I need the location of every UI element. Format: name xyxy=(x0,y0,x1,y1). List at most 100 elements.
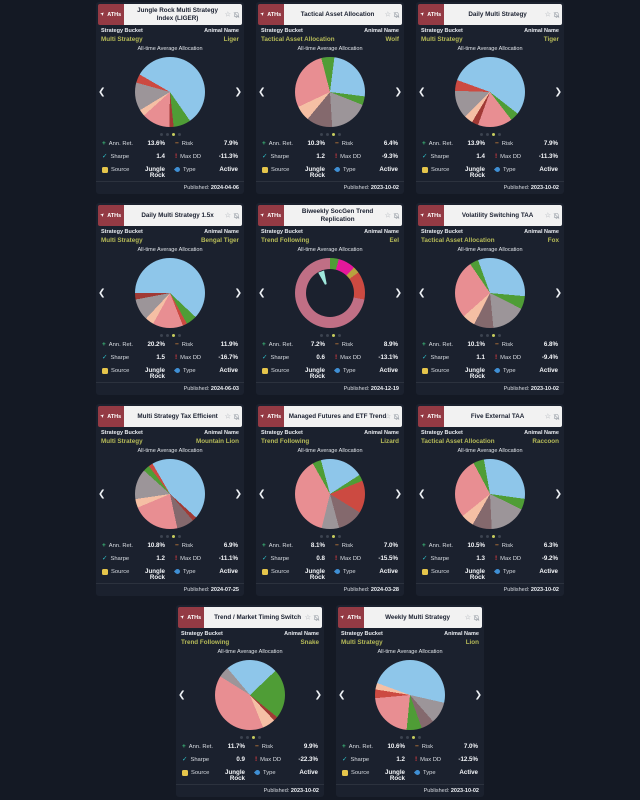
pagination-dot-active[interactable] xyxy=(251,736,255,739)
prev-chevron-icon[interactable]: ❮ xyxy=(338,689,346,700)
pagination-dot[interactable] xyxy=(325,133,329,136)
prev-chevron-icon[interactable]: ❮ xyxy=(98,287,106,298)
bell-slash-icon[interactable] xyxy=(393,413,400,420)
next-chevron-icon[interactable]: ❯ xyxy=(474,689,482,700)
prev-chevron-icon[interactable]: ❮ xyxy=(98,488,106,499)
bell-slash-icon[interactable] xyxy=(233,11,240,18)
next-chevron-icon[interactable]: ❯ xyxy=(314,689,322,700)
card-title[interactable]: Five External TAA ☆ xyxy=(444,406,562,427)
pagination-dot-active[interactable] xyxy=(171,535,175,538)
pagination-dot-active[interactable] xyxy=(331,535,335,538)
card-title[interactable]: Tactical Asset Allocation ☆ xyxy=(284,4,402,25)
card-title[interactable]: Multi Strategy Tax Efficient ☆ xyxy=(124,406,242,427)
pagination-dot[interactable] xyxy=(165,133,169,136)
pagination-dot[interactable] xyxy=(479,535,483,538)
pagination-dot-active[interactable] xyxy=(411,736,415,739)
pagination-dot[interactable] xyxy=(159,334,163,337)
pagination-dot[interactable] xyxy=(177,535,181,538)
prev-chevron-icon[interactable]: ❮ xyxy=(98,86,106,97)
bell-slash-icon[interactable] xyxy=(233,413,240,420)
bell-slash-icon[interactable] xyxy=(233,212,240,219)
bell-slash-icon[interactable] xyxy=(393,11,400,18)
star-icon[interactable]: ☆ xyxy=(224,212,231,219)
star-icon[interactable]: ☆ xyxy=(224,11,231,18)
aths-badge[interactable]: ➤ ATHs xyxy=(178,607,205,628)
pagination-dot[interactable] xyxy=(165,334,169,337)
pagination-dot[interactable] xyxy=(319,334,323,337)
pagination-dot[interactable] xyxy=(497,334,501,337)
next-chevron-icon[interactable]: ❯ xyxy=(394,488,402,499)
aths-badge[interactable]: ➤ ATHs xyxy=(418,205,445,226)
next-chevron-icon[interactable]: ❯ xyxy=(554,86,562,97)
card-title[interactable]: Daily Multi Strategy ☆ xyxy=(444,4,562,25)
card-title[interactable]: Biweekly SocGen Trend Replication ☆ xyxy=(284,205,402,226)
aths-badge[interactable]: ➤ ATHs xyxy=(258,406,285,427)
bell-slash-icon[interactable] xyxy=(473,614,480,621)
aths-badge[interactable]: ➤ ATHs xyxy=(418,406,445,427)
pagination-dot-active[interactable] xyxy=(331,334,335,337)
prev-chevron-icon[interactable]: ❮ xyxy=(418,86,426,97)
pagination-dot[interactable] xyxy=(479,334,483,337)
pagination-dot[interactable] xyxy=(337,334,341,337)
aths-badge[interactable]: ➤ ATHs xyxy=(98,205,125,226)
card-title[interactable]: Volatility Switching TAA ☆ xyxy=(444,205,562,226)
pagination-dot[interactable] xyxy=(405,736,409,739)
star-icon[interactable]: ☆ xyxy=(544,212,551,219)
next-chevron-icon[interactable]: ❯ xyxy=(554,287,562,298)
pagination-dot[interactable] xyxy=(485,133,489,136)
prev-chevron-icon[interactable]: ❮ xyxy=(418,287,426,298)
prev-chevron-icon[interactable]: ❮ xyxy=(258,86,266,97)
prev-chevron-icon[interactable]: ❮ xyxy=(418,488,426,499)
pagination-dot-active[interactable] xyxy=(331,133,335,136)
star-icon[interactable]: ☆ xyxy=(384,11,391,18)
pagination-dot[interactable] xyxy=(337,133,341,136)
aths-badge[interactable]: ➤ ATHs xyxy=(418,4,445,25)
next-chevron-icon[interactable]: ❯ xyxy=(234,86,242,97)
pagination-dot[interactable] xyxy=(159,535,163,538)
next-chevron-icon[interactable]: ❯ xyxy=(394,287,402,298)
pagination-dot-active[interactable] xyxy=(491,133,495,136)
pagination-dot[interactable] xyxy=(159,133,163,136)
card-title[interactable]: Jungle Rock Multi Strategy Index (LIGER)… xyxy=(124,4,242,25)
pagination-dot[interactable] xyxy=(399,736,403,739)
star-icon[interactable]: ☆ xyxy=(544,413,551,420)
aths-badge[interactable]: ➤ ATHs xyxy=(98,4,125,25)
star-icon[interactable]: ☆ xyxy=(224,413,231,420)
pagination-dot[interactable] xyxy=(177,334,181,337)
pagination-dot[interactable] xyxy=(479,133,483,136)
pagination-dot-active[interactable] xyxy=(171,334,175,337)
prev-chevron-icon[interactable]: ❮ xyxy=(178,689,186,700)
pagination-dot[interactable] xyxy=(319,535,323,538)
pagination-dot-active[interactable] xyxy=(491,535,495,538)
pagination-dot[interactable] xyxy=(485,535,489,538)
aths-badge[interactable]: ➤ ATHs xyxy=(98,406,125,427)
pagination-dot[interactable] xyxy=(319,133,323,136)
pagination-dot[interactable] xyxy=(165,535,169,538)
next-chevron-icon[interactable]: ❯ xyxy=(234,488,242,499)
pagination-dot[interactable] xyxy=(417,736,421,739)
aths-badge[interactable]: ➤ ATHs xyxy=(258,4,285,25)
bell-slash-icon[interactable] xyxy=(393,212,400,219)
pagination-dot-active[interactable] xyxy=(171,133,175,136)
star-icon[interactable]: ☆ xyxy=(384,212,391,219)
pagination-dot[interactable] xyxy=(257,736,261,739)
bell-slash-icon[interactable] xyxy=(553,413,560,420)
pagination-dot[interactable] xyxy=(325,535,329,538)
star-icon[interactable]: ☆ xyxy=(304,614,311,621)
card-title[interactable]: Daily Multi Strategy 1.5x ☆ xyxy=(124,205,242,226)
card-title[interactable]: Managed Futures and ETF Trend ☆ xyxy=(284,406,402,427)
pagination-dot[interactable] xyxy=(485,334,489,337)
aths-badge[interactable]: ➤ ATHs xyxy=(338,607,365,628)
pagination-dot[interactable] xyxy=(497,133,501,136)
next-chevron-icon[interactable]: ❯ xyxy=(394,86,402,97)
pagination-dot[interactable] xyxy=(245,736,249,739)
pagination-dot[interactable] xyxy=(239,736,243,739)
star-icon[interactable]: ☆ xyxy=(544,11,551,18)
star-icon[interactable]: ☆ xyxy=(384,413,391,420)
next-chevron-icon[interactable]: ❯ xyxy=(234,287,242,298)
aths-badge[interactable]: ➤ ATHs xyxy=(258,205,285,226)
pagination-dot[interactable] xyxy=(497,535,501,538)
star-icon[interactable]: ☆ xyxy=(464,614,471,621)
pagination-dot[interactable] xyxy=(177,133,181,136)
pagination-dot-active[interactable] xyxy=(491,334,495,337)
